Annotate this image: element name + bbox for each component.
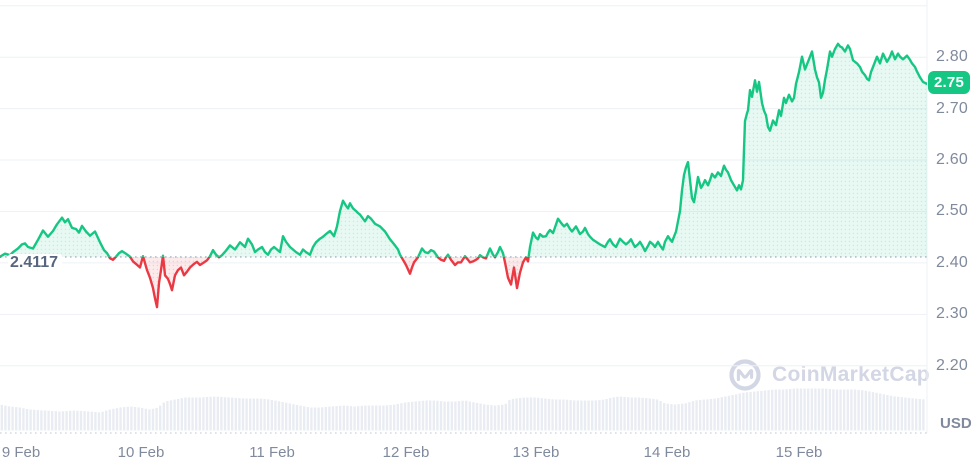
y-axis-label: 2.60 [936,151,968,169]
x-axis-label: 13 Feb [512,444,560,461]
x-axis-label: 11 Feb [249,444,295,461]
currency-label: USD [940,415,972,432]
y-axis-label: 2.20 [936,356,968,374]
coinmarketcap-watermark: CoinMarketCap [727,357,930,393]
watermark-text: CoinMarketCap [772,363,930,386]
y-axis-label: 2.30 [936,305,968,323]
coinmarketcap-logo-icon [729,359,761,391]
x-axis-label: 15 Feb [775,444,823,461]
x-axis-label: 9 Feb [1,444,41,461]
price-line [0,42,927,309]
current-price-badge: 2.75 [928,71,970,94]
y-axis-label: 2.70 [936,99,968,117]
x-axis-label: 10 Feb [117,444,165,461]
y-axis-label: 2.80 [936,48,968,66]
open-price-label: 2.4117 [8,254,63,273]
x-axis-label: 12 Feb [382,444,430,461]
y-axis-label: 2.50 [936,202,968,220]
x-axis-label: 14 Feb [643,444,691,461]
volume-bars [0,388,925,431]
y-axis-label: 2.40 [936,253,968,271]
price-area-fill [0,43,927,308]
